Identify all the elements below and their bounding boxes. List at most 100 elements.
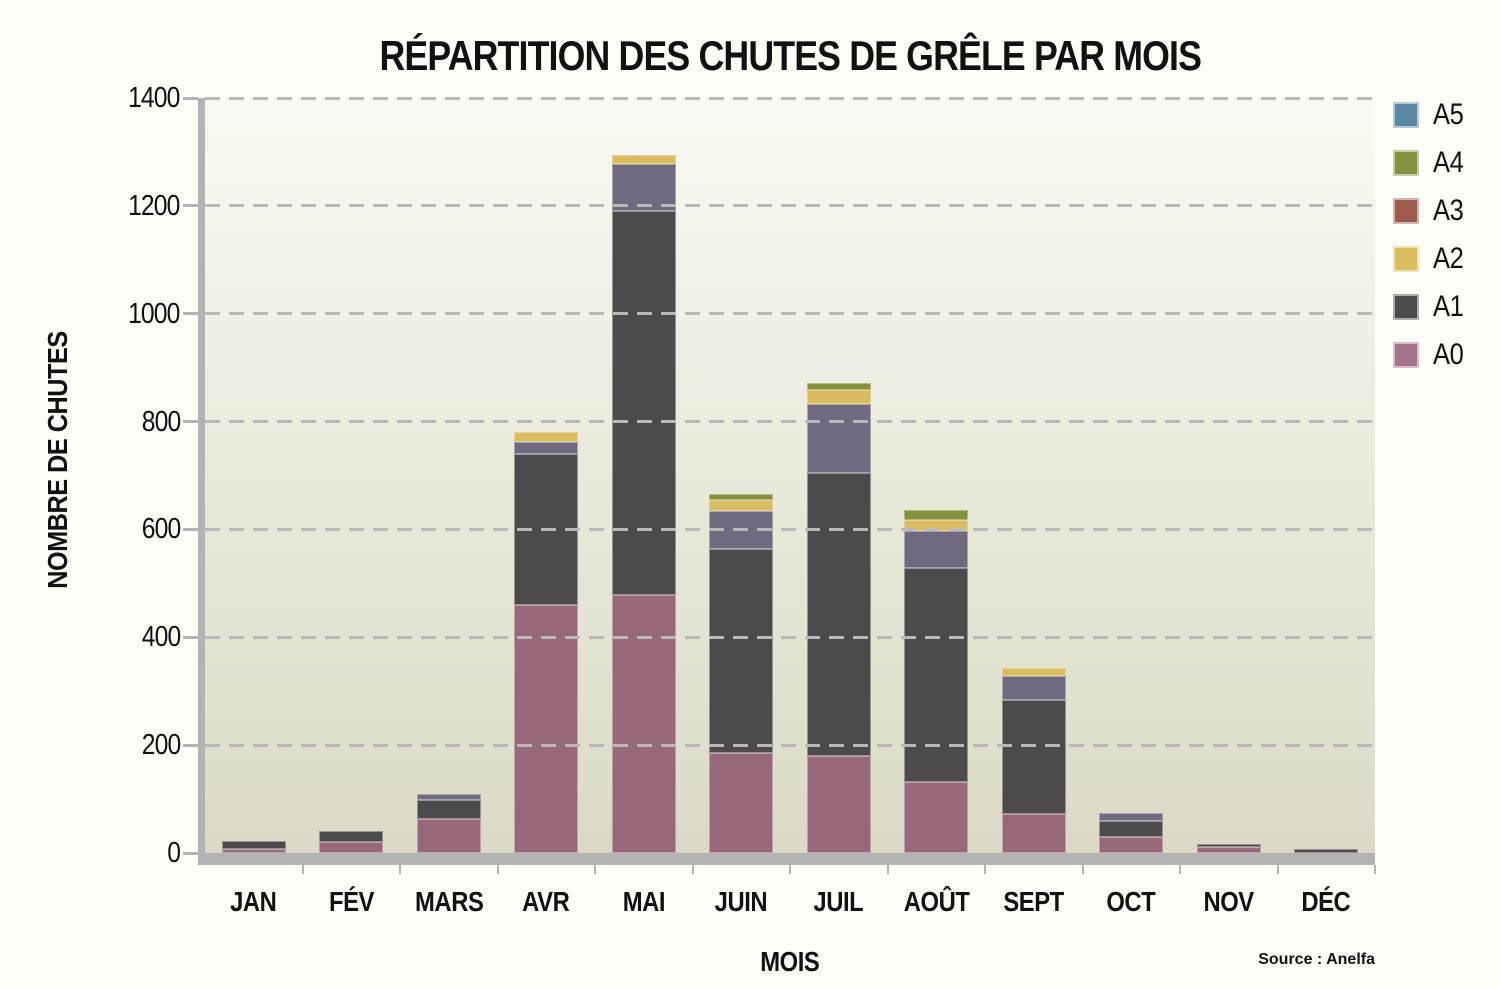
bar-segment-sept-a3 <box>1001 668 1066 676</box>
y-tick-mark-0 <box>183 851 198 855</box>
bar-segment-mai-a3 <box>611 154 676 165</box>
x-axis-label-avr: AVR <box>522 886 571 917</box>
x-tick-mark <box>399 865 401 874</box>
x-axis-label-août: AOÛT <box>903 886 970 917</box>
x-tick-mark <box>1276 865 1279 874</box>
bar-segment-sept-a1 <box>1001 699 1066 815</box>
y-tick-label-400: 400 <box>141 621 180 654</box>
bar-segment-août-a0 <box>904 781 969 853</box>
x-tick-mark <box>594 865 596 874</box>
x-axis-title: MOIS <box>760 946 820 977</box>
bar-segment-sept-a0 <box>1001 814 1066 853</box>
x-tick-mark <box>1179 865 1181 874</box>
bar-segment-juin-a4 <box>709 494 774 501</box>
legend-item-a2: A2 <box>1393 242 1469 275</box>
bar-segment-déc-a1 <box>1294 848 1359 853</box>
x-axis-label-sept: SEPT <box>1003 886 1065 917</box>
x-tick-mark <box>691 865 694 874</box>
y-tick-mark-600 <box>183 527 198 531</box>
bar-segment-jan-a1 <box>221 841 286 849</box>
x-axis-label-déc: DÉC <box>1301 886 1351 917</box>
stacked-bar-avr <box>514 431 579 853</box>
stacked-bar-mai <box>611 154 676 853</box>
gridline-200 <box>205 743 1375 747</box>
bar-segment-oct-a2 <box>1099 813 1164 822</box>
gridline-400 <box>205 635 1375 639</box>
stacked-bar-mars <box>416 794 481 853</box>
y-tick-label-0: 0 <box>167 837 181 869</box>
bar-segment-nov-a1 <box>1196 844 1261 847</box>
bar-segment-juil-a1 <box>806 472 871 756</box>
legend-label-a1: A1 <box>1433 290 1464 323</box>
x-axis-label-nov: NOV <box>1203 886 1255 917</box>
bar-segment-juil-a0 <box>806 755 871 853</box>
bar-segment-juil-a2 <box>806 403 871 473</box>
bar-segment-nov-a0 <box>1196 846 1261 853</box>
y-tick-label-1200: 1200 <box>128 189 181 222</box>
x-axis-label-mars: MARS <box>414 886 484 917</box>
gridline-1000 <box>205 312 1375 316</box>
y-tick-mark-1000 <box>183 312 198 316</box>
legend-swatch-a0 <box>1393 342 1419 368</box>
plot-area <box>205 98 1375 853</box>
stacked-bar-nov <box>1196 844 1261 853</box>
bar-segment-avr-a2 <box>514 442 579 454</box>
bar-segment-oct-a0 <box>1099 837 1164 853</box>
legend-swatch-a3 <box>1393 198 1419 224</box>
bar-segment-oct-a1 <box>1099 821 1164 838</box>
x-tick-mark <box>301 865 304 874</box>
legend-swatch-a4 <box>1393 150 1419 176</box>
bar-segment-mai-a2 <box>611 164 676 212</box>
bars-layer <box>205 98 1375 853</box>
stacked-bar-août <box>904 510 969 853</box>
bar-segment-mars-a2 <box>416 794 481 801</box>
legend-item-a1: A1 <box>1393 290 1469 323</box>
bar-slot-nov <box>1180 98 1278 853</box>
stacked-bar-juin <box>709 494 774 853</box>
bar-segment-sept-a2 <box>1001 675 1066 700</box>
legend-item-a5: A5 <box>1393 98 1469 131</box>
bar-segment-juil-a4 <box>806 382 871 391</box>
legend: A5 A4 A3 A2 A1 A0 <box>1393 98 1469 390</box>
stacked-bar-déc <box>1294 848 1359 853</box>
bar-segment-juin-a3 <box>709 500 774 512</box>
gridline-800 <box>205 420 1375 424</box>
gridline-1400 <box>205 96 1375 100</box>
bar-segment-mai-a0 <box>611 595 676 853</box>
bar-segment-août-a1 <box>904 567 969 782</box>
bar-slot-avr <box>498 98 596 853</box>
bar-segment-août-a2 <box>904 531 969 568</box>
x-tick-mark <box>1081 865 1084 874</box>
x-tick-mark <box>886 865 889 874</box>
y-tick-mark-1200 <box>183 204 198 208</box>
y-tick-label-200: 200 <box>141 729 180 762</box>
stacked-bar-fév <box>319 831 384 853</box>
y-tick-label-800: 800 <box>141 405 180 438</box>
x-tick-mark <box>496 865 499 874</box>
x-axis-label-juil: JUIL <box>813 886 864 917</box>
y-tick-label-600: 600 <box>141 513 180 546</box>
gridline-600 <box>205 527 1375 531</box>
x-tick-mark <box>1374 865 1376 874</box>
bar-segment-juin-a0 <box>709 753 774 853</box>
y-axis-line <box>198 98 205 865</box>
y-tick-mark-400 <box>183 635 198 639</box>
bar-slot-mai <box>595 98 693 853</box>
y-tick-label-1400: 1400 <box>128 82 181 114</box>
source-note: Source : Anelfa <box>1258 951 1375 968</box>
bar-segment-mars-a1 <box>416 800 481 819</box>
bar-segment-août-a4 <box>904 510 969 521</box>
bar-segment-mai-a1 <box>611 211 676 596</box>
x-axis-line <box>198 853 1375 865</box>
bar-slot-sept <box>985 98 1083 853</box>
legend-label-a2: A2 <box>1433 242 1464 275</box>
stacked-bar-jan <box>221 841 286 853</box>
legend-label-a4: A4 <box>1433 146 1464 179</box>
legend-label-a0: A0 <box>1433 338 1464 371</box>
bar-slot-mars <box>400 98 498 853</box>
legend-swatch-a1 <box>1393 294 1419 320</box>
bar-segment-mars-a0 <box>416 818 481 853</box>
stacked-bar-juil <box>806 382 871 853</box>
x-axis-label-fév: FÉV <box>328 886 374 917</box>
